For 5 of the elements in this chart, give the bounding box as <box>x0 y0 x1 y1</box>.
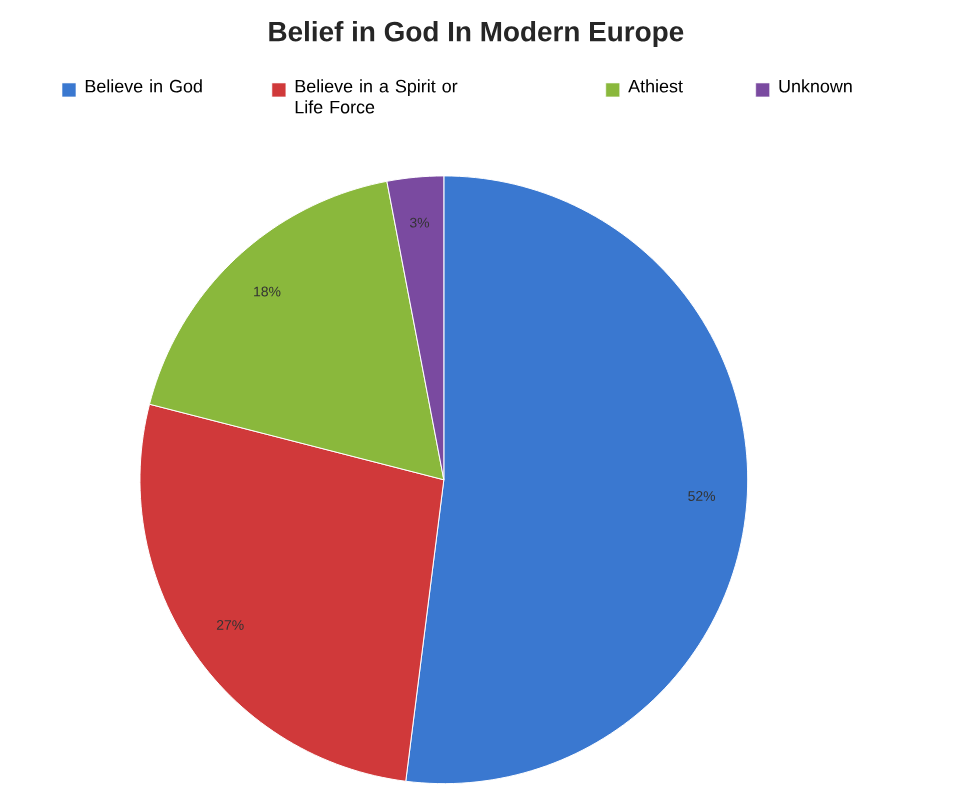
legend-label: Believe in a Spirit or Life Force <box>295 79 458 114</box>
chart-title: Belief in God In Modern Europe <box>269 21 684 48</box>
legend-label: Unknown <box>779 79 852 93</box>
legend-label: Athiest <box>628 79 683 93</box>
legend-label: Believe in God <box>85 79 202 93</box>
